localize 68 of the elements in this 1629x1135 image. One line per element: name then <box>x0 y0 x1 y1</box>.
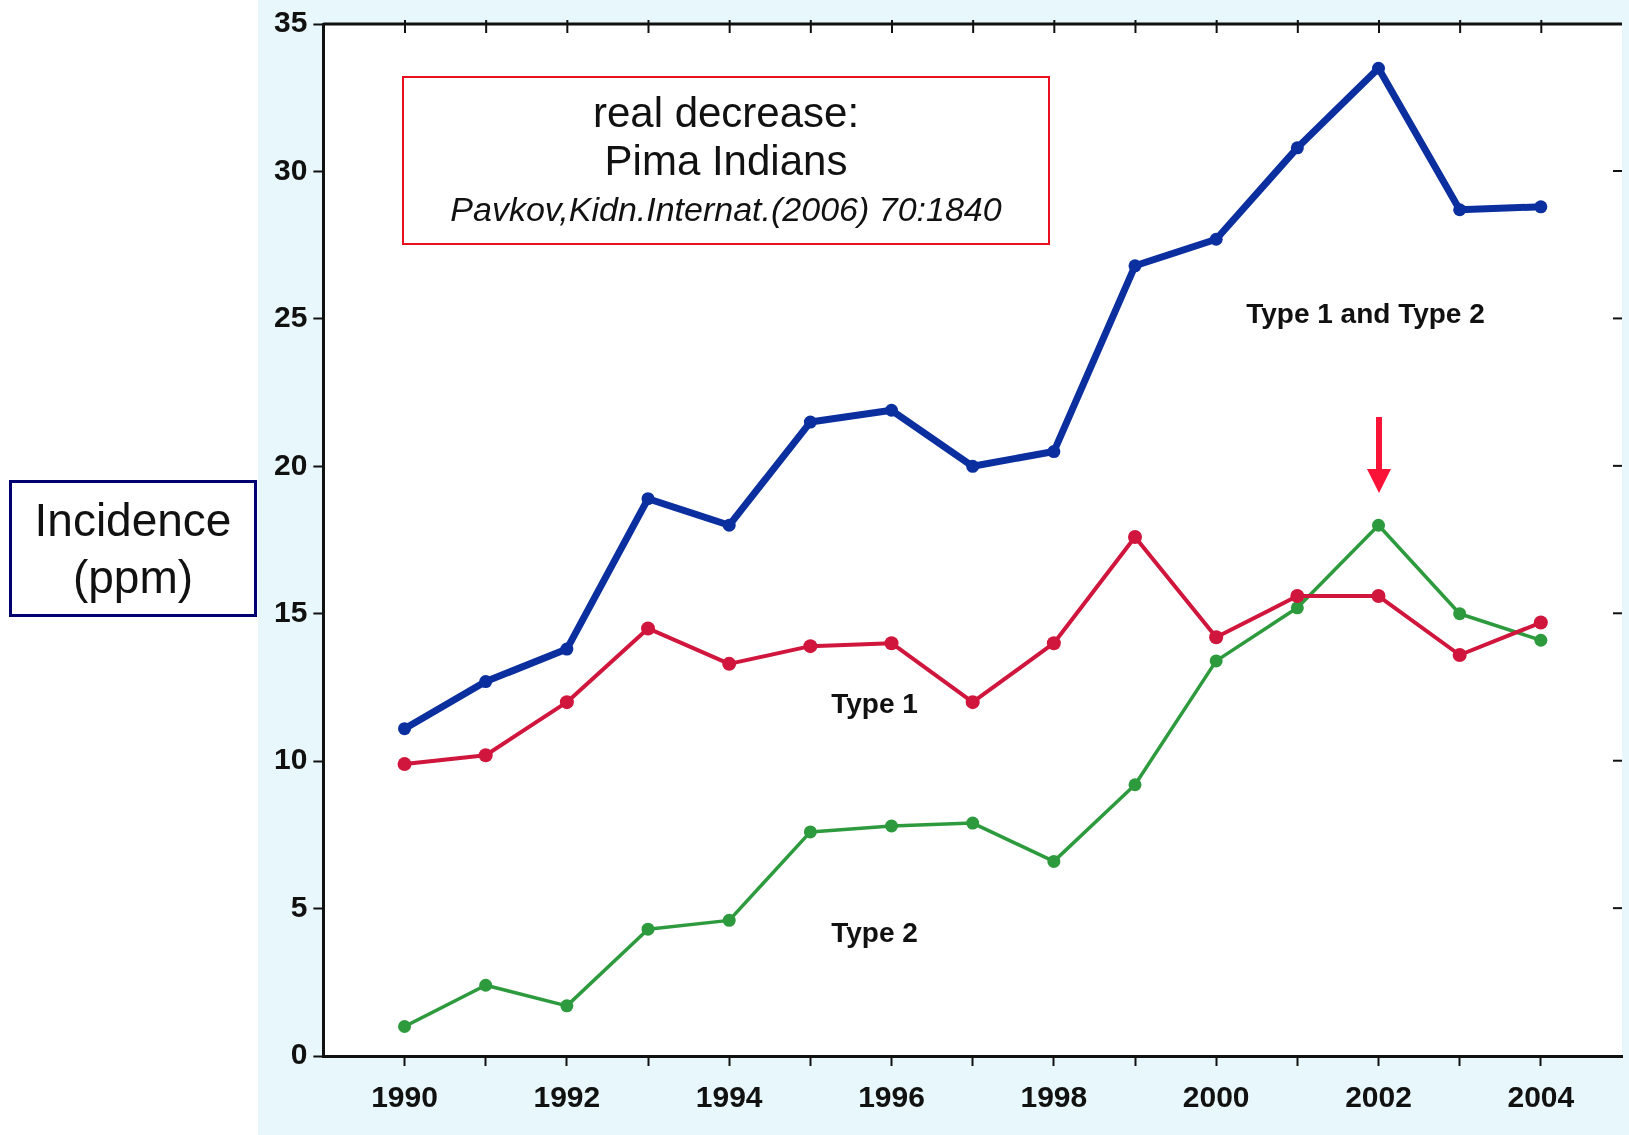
point <box>1047 854 1061 868</box>
point <box>641 922 655 936</box>
point <box>641 492 655 506</box>
point <box>1534 200 1548 214</box>
point <box>1209 630 1224 645</box>
x-tick-label: 1996 <box>858 1080 925 1114</box>
point <box>478 748 493 763</box>
annotation: real decrease: <box>592 88 860 137</box>
y-tick-label: 5 <box>290 889 308 923</box>
point <box>1534 633 1548 647</box>
point <box>1209 232 1223 246</box>
y-tick-label: 30 <box>273 152 308 186</box>
point <box>884 636 899 651</box>
point <box>1453 607 1467 621</box>
point <box>398 722 412 736</box>
point <box>803 639 818 654</box>
text: Type 1 and Type 2 <box>1246 297 1485 329</box>
point <box>1047 445 1061 459</box>
point <box>559 695 574 710</box>
annotation: Pavkov,Kidn.Internat.(2006) 70:1840 <box>450 188 1002 230</box>
y-axis-title: Incidence (ppm) <box>33 492 233 605</box>
point <box>1128 778 1142 792</box>
y-tick-label: 35 <box>273 5 308 39</box>
series-label: Type 1 <box>831 687 918 719</box>
point <box>885 819 899 833</box>
point <box>1452 647 1467 662</box>
point <box>966 816 980 830</box>
point <box>1533 615 1548 630</box>
point <box>479 675 493 689</box>
point <box>722 913 736 927</box>
point <box>1128 259 1142 273</box>
x-tick-label: 1992 <box>533 1080 601 1114</box>
y-tick-label: 15 <box>273 594 308 628</box>
point <box>1290 601 1304 615</box>
point <box>803 415 817 429</box>
y-tick-label: 25 <box>273 300 308 334</box>
point <box>1371 589 1386 604</box>
annotation: Pima Indians <box>604 136 848 185</box>
x-tick-label: 1998 <box>1020 1080 1088 1114</box>
y-tick-label: 20 <box>273 447 308 481</box>
y-tick-label: 10 <box>273 742 308 776</box>
text: Type 2 <box>831 916 918 948</box>
point <box>1372 61 1386 75</box>
x-tick-label: 1994 <box>695 1080 763 1114</box>
point <box>1128 530 1143 545</box>
point <box>398 1020 412 1034</box>
point <box>397 757 412 772</box>
point <box>803 825 817 839</box>
x-tick-label: 1990 <box>371 1080 438 1114</box>
point <box>722 656 737 671</box>
x-tick-label: 2004 <box>1507 1080 1575 1114</box>
point <box>560 999 574 1013</box>
point <box>965 695 980 710</box>
point <box>1046 636 1061 651</box>
point <box>1290 141 1304 155</box>
point <box>1209 654 1223 668</box>
point <box>1290 589 1305 604</box>
point <box>885 403 899 417</box>
point <box>1372 518 1386 532</box>
point <box>641 621 656 636</box>
point <box>560 642 574 656</box>
point <box>1453 203 1467 217</box>
point <box>479 978 493 992</box>
x-tick-label: 2002 <box>1345 1080 1412 1114</box>
point <box>722 518 736 532</box>
point <box>966 459 980 473</box>
y-tick-label: 0 <box>290 1037 308 1071</box>
x-tick-label: 2000 <box>1182 1080 1250 1114</box>
